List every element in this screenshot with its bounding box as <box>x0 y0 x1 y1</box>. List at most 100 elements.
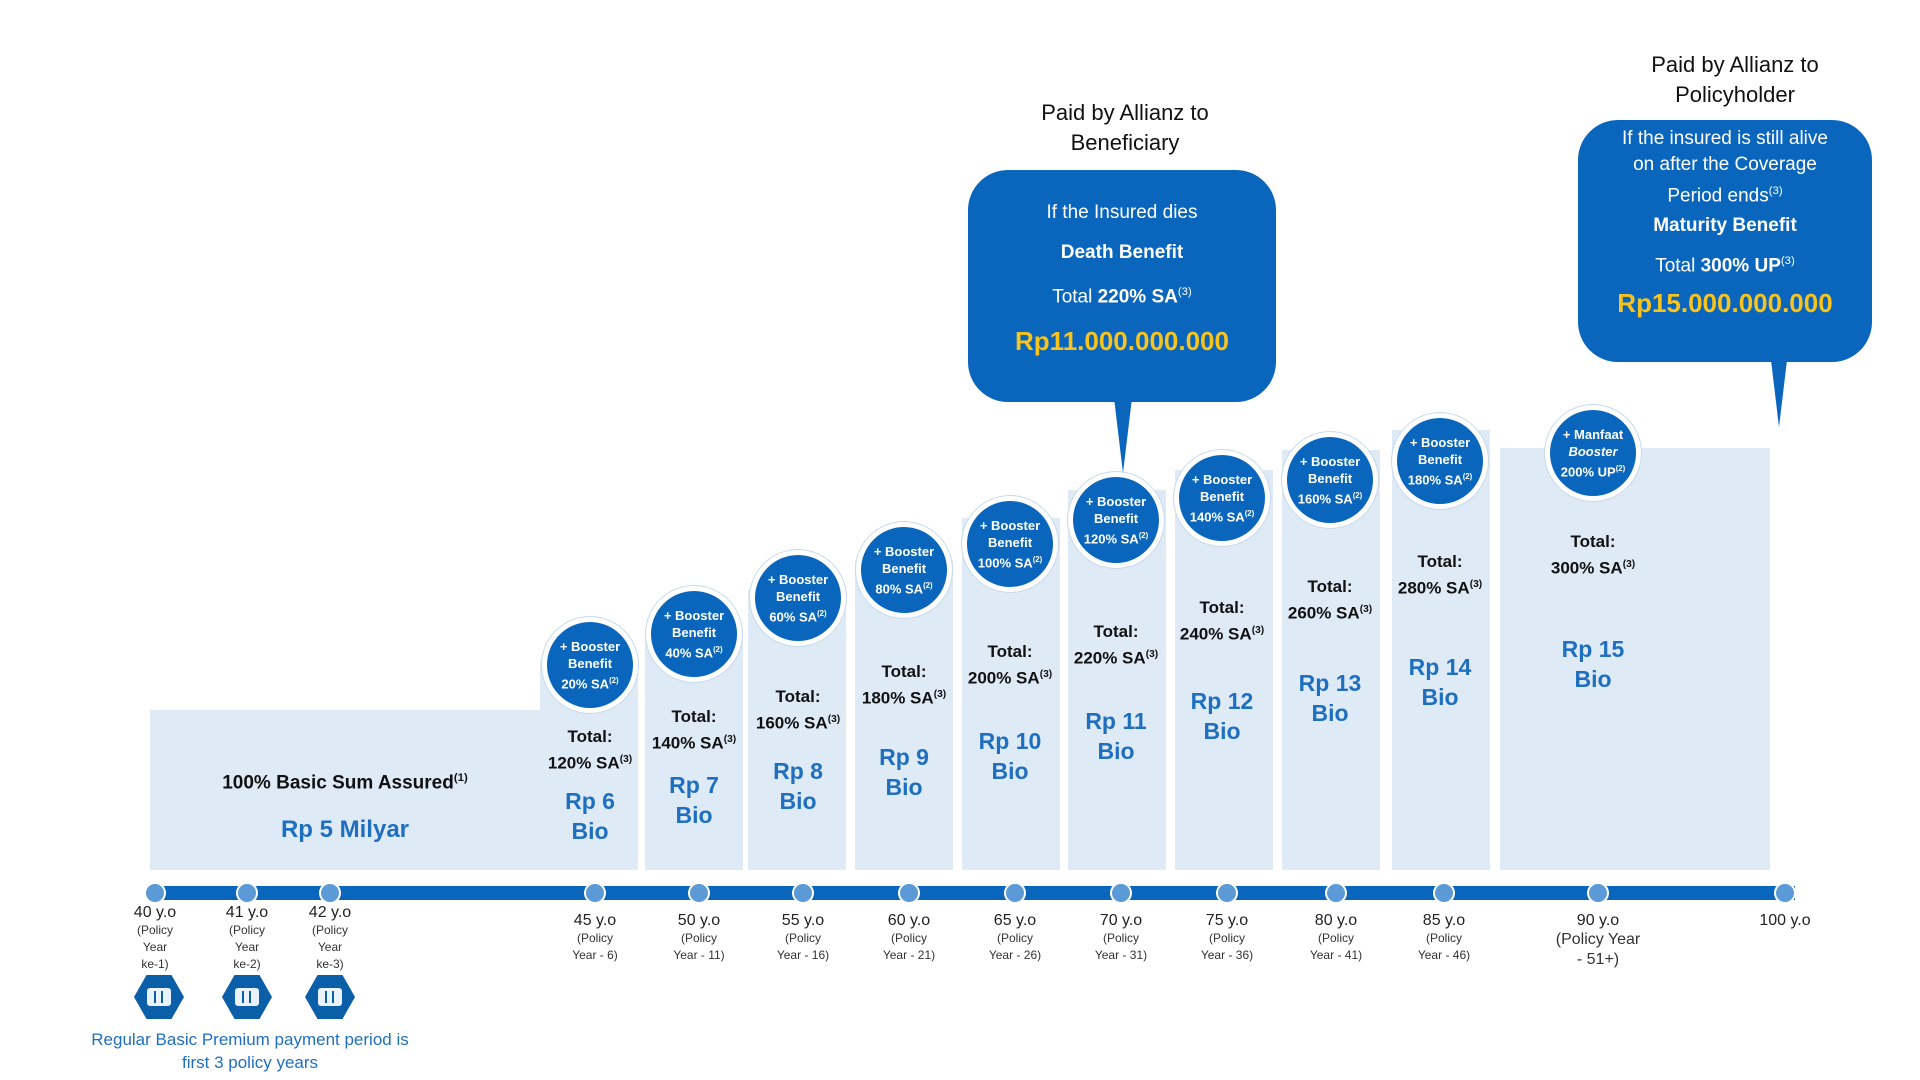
step-amount: Rp 6 Bio <box>540 786 640 846</box>
policy-year-label: Year - 11) <box>673 948 725 962</box>
step-total-value: 280% SA(3) <box>1397 578 1483 598</box>
step-total: Total: 160% SA(3) <box>748 685 848 735</box>
step-amount: Rp 12 Bio <box>1172 686 1272 746</box>
policy-year-label: Year - 36) <box>1200 948 1254 962</box>
timeline-label: 90 y.o (Policy Year - 51+) <box>1543 912 1653 970</box>
step-amount-line: Bio <box>1097 738 1135 764</box>
booster-benefit-line: + Manfaat <box>1562 426 1624 442</box>
building-icon <box>147 988 171 1006</box>
booster-benefit-line: Benefit <box>881 560 927 576</box>
booster-benefit-line: Benefit <box>1199 488 1245 504</box>
booster-benefit-badge: + Booster Benefit 80% SA(2) <box>856 522 952 618</box>
step-amount: Rp 15 Bio <box>1543 634 1643 694</box>
booster-benefit-line: 100% SA(2) <box>977 554 1043 571</box>
policy-year-label: Year - 41) <box>1309 948 1363 962</box>
booster-benefit-line: Benefit <box>987 534 1033 550</box>
step-total-value: 180% SA(3) <box>861 688 947 708</box>
policy-year-label: Year <box>317 940 343 954</box>
step-total-value: 300% SA(3) <box>1550 558 1636 578</box>
policy-year-label: ke-1) <box>141 957 169 971</box>
step-total-label: Total: <box>775 687 821 706</box>
policy-year-label: Year - 26) <box>988 948 1042 962</box>
booster-benefit-badge: + Booster Benefit 40% SA(2) <box>646 586 742 682</box>
step-total-label: Total: <box>1093 622 1139 641</box>
age-label: 45 y.o <box>573 912 617 929</box>
timeline-dot <box>584 882 606 904</box>
step-amount: Rp 13 Bio <box>1280 668 1380 728</box>
step-amount: Rp 7 Bio <box>644 770 744 830</box>
premium-payment-icon <box>305 975 355 1019</box>
step-amount-line: Bio <box>779 788 817 814</box>
step-total: Total: 260% SA(3) <box>1280 575 1380 625</box>
step-amount-line: Bio <box>675 802 713 828</box>
booster-benefit-badge: + Booster Benefit 120% SA(2) <box>1068 472 1164 568</box>
age-label: 42 y.o <box>308 904 352 921</box>
step-total-value: 120% SA(3) <box>547 753 633 773</box>
timeline-dot <box>688 882 710 904</box>
age-label: 40 y.o <box>133 904 177 921</box>
timeline-label: 100 y.o <box>1730 912 1840 930</box>
booster-benefit-line: 20% SA(2) <box>561 675 619 692</box>
booster-benefit-line: 60% SA(2) <box>769 608 827 625</box>
step-amount: Rp 8 Bio <box>748 756 848 816</box>
step-amount-line: Rp 12 <box>1190 688 1254 714</box>
policy-year-label: (Policy <box>890 931 927 945</box>
step-total: Total: 280% SA(3) <box>1390 550 1490 600</box>
step-amount: Rp 14 Bio <box>1390 652 1490 712</box>
step-total-value: 200% SA(3) <box>967 668 1053 688</box>
step-total-label: Total: <box>1570 532 1616 551</box>
step-total: Total: 220% SA(3) <box>1066 620 1166 670</box>
timeline-label: 41 y.o (Policy Year ke-2) <box>192 904 302 973</box>
premium-payment-icon <box>134 975 184 1019</box>
maturity-benefit-callout: If the insured is still alive on after t… <box>1578 120 1872 362</box>
policy-year-label: (Policy <box>228 923 265 937</box>
step-total-label: Total: <box>1307 577 1353 596</box>
maturity-condition: If the insured is still alive on after t… <box>1622 128 1828 207</box>
booster-benefit-badge: + Booster Benefit 100% SA(2) <box>962 496 1058 592</box>
step-total-label: Total: <box>671 707 717 726</box>
policy-year-label: Year - 16) <box>776 948 830 962</box>
timeline-dot <box>1433 882 1455 904</box>
step-amount-line: Bio <box>885 774 923 800</box>
booster-benefit-line: 80% SA(2) <box>875 580 933 597</box>
booster-benefit-badge: + Manfaat Booster 200% UP(2) <box>1545 405 1641 501</box>
death-condition: If the Insured dies <box>1046 202 1198 223</box>
step-total: Total: 200% SA(3) <box>960 640 1060 690</box>
timeline-dot <box>236 882 258 904</box>
policy-year-label: ke-2) <box>233 957 261 971</box>
policy-year-label: (Policy <box>1425 931 1462 945</box>
maturity-benefit-amount: Rp15.000.000.000 <box>1617 287 1833 318</box>
booster-benefit-line: 40% SA(2) <box>665 644 723 661</box>
age-label: 85 y.o <box>1422 912 1466 929</box>
step-amount-line: Rp 6 <box>565 788 615 814</box>
basic-sum-assured-label: 100% Basic Sum Assured(1) <box>222 772 468 794</box>
step-amount-line: Rp 15 <box>1561 636 1625 662</box>
death-benefit-callout: If the Insured dies Death Benefit Total … <box>968 170 1276 402</box>
step-total-value: 140% SA(3) <box>651 733 737 753</box>
booster-step-bar <box>1500 448 1770 870</box>
step-total: Total: 140% SA(3) <box>644 705 744 755</box>
step-total-label: Total: <box>987 642 1033 661</box>
policy-year-label: (Policy <box>784 931 821 945</box>
timeline-dot <box>1774 882 1796 904</box>
booster-benefit-badge: + Booster Benefit 180% SA(2) <box>1392 413 1488 509</box>
timeline-label: 65 y.o (Policy Year - 26) <box>960 912 1070 964</box>
step-total-value: 220% SA(3) <box>1073 648 1159 668</box>
step-total-label: Total: <box>1417 552 1463 571</box>
basic-sum-assured-amount: Rp 5 Milyar <box>280 816 410 843</box>
booster-benefit-line: + Booster <box>873 543 935 559</box>
policy-year-label: Year - 46) <box>1417 948 1471 962</box>
death-callout-pointer <box>1114 398 1132 473</box>
booster-benefit-line: 160% SA(2) <box>1297 490 1363 507</box>
maturity-benefit-total: Total 300% UP(3) <box>1655 255 1795 277</box>
age-label: 65 y.o <box>993 912 1037 929</box>
step-amount-line: Rp 8 <box>773 758 823 784</box>
age-label: 55 y.o <box>781 912 825 929</box>
timeline-label: 75 y.o (Policy Year - 36) <box>1172 912 1282 964</box>
age-label: 75 y.o <box>1205 912 1249 929</box>
booster-benefit-line: 180% SA(2) <box>1407 471 1473 488</box>
policy-year-label: Year - 21) <box>882 948 936 962</box>
timeline-dot <box>898 882 920 904</box>
step-amount: Rp 10 Bio <box>960 726 1060 786</box>
